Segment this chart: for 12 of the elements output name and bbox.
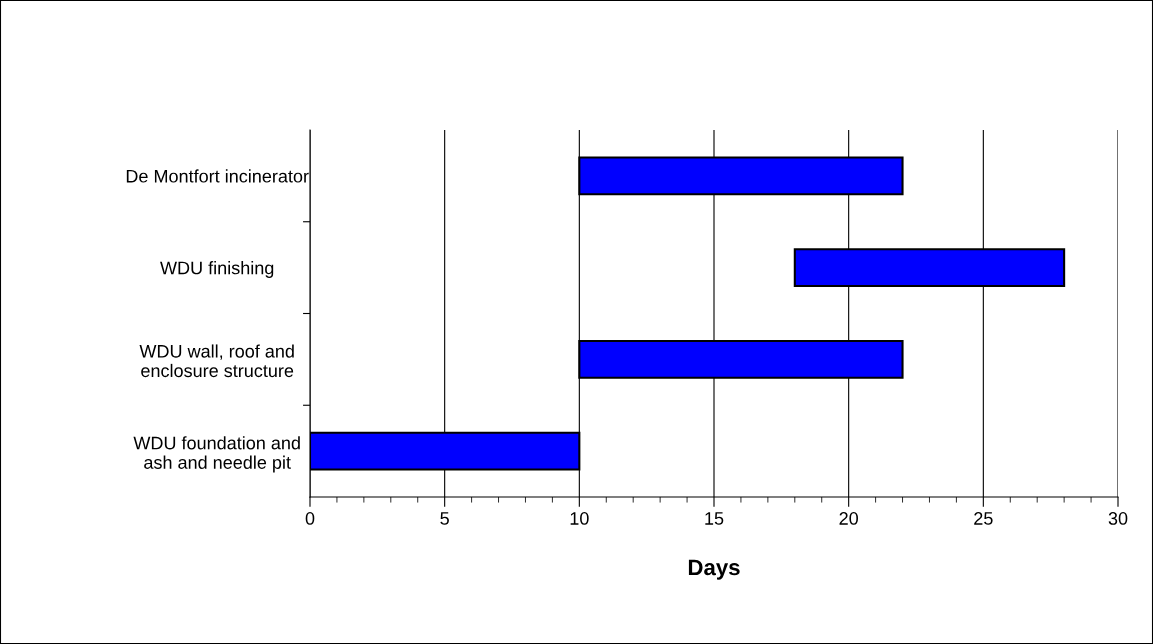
x-axis-title: Days [688, 559, 740, 580]
x-tick-label: 20 [839, 512, 858, 525]
y-tick-label: WDU finishing [160, 261, 274, 278]
y-tick-label: WDU foundation and ash and needle pit [133, 436, 300, 473]
x-tick-label: 15 [705, 512, 724, 525]
x-tick-label: 25 [974, 512, 993, 525]
x-tick-label: 0 [305, 512, 315, 525]
x-tick-label: 10 [570, 512, 589, 525]
x-tick-label: 5 [440, 512, 449, 525]
y-tick-label: De Montfort incinerator [126, 169, 309, 183]
x-tick-label: 30 [1108, 512, 1128, 525]
y-tick-label: WDU wall, roof and enclosure structure [139, 344, 294, 378]
